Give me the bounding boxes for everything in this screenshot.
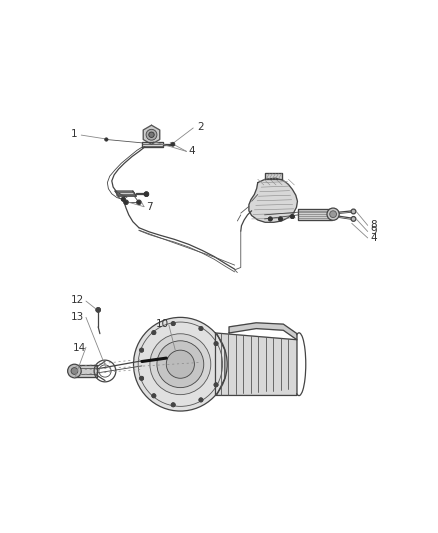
Circle shape	[137, 200, 141, 204]
Circle shape	[105, 138, 108, 141]
Circle shape	[351, 216, 356, 221]
Circle shape	[214, 342, 218, 345]
Circle shape	[166, 350, 194, 378]
Polygon shape	[229, 323, 297, 340]
Text: 10: 10	[156, 319, 169, 329]
Circle shape	[121, 197, 125, 201]
Text: 2: 2	[198, 122, 204, 132]
Circle shape	[199, 327, 203, 330]
Circle shape	[150, 334, 211, 394]
Circle shape	[290, 214, 294, 219]
Circle shape	[149, 132, 154, 138]
Circle shape	[71, 368, 78, 374]
Polygon shape	[217, 334, 225, 394]
Polygon shape	[143, 125, 160, 144]
Circle shape	[327, 208, 339, 220]
Text: 4: 4	[189, 146, 195, 156]
Text: 13: 13	[71, 312, 85, 322]
Circle shape	[214, 383, 218, 387]
Circle shape	[157, 341, 204, 387]
Circle shape	[351, 209, 356, 214]
Text: 9: 9	[371, 226, 377, 236]
Circle shape	[124, 200, 128, 204]
Circle shape	[146, 130, 157, 140]
Text: 4: 4	[371, 233, 377, 243]
Circle shape	[140, 348, 144, 352]
Circle shape	[171, 321, 175, 326]
Polygon shape	[215, 333, 297, 395]
Polygon shape	[142, 142, 162, 147]
Text: 7: 7	[146, 203, 153, 212]
Circle shape	[171, 403, 175, 407]
Polygon shape	[265, 173, 282, 179]
Circle shape	[96, 308, 101, 312]
Polygon shape	[298, 209, 332, 220]
Circle shape	[134, 317, 227, 411]
Circle shape	[199, 398, 203, 402]
Circle shape	[330, 211, 336, 217]
Polygon shape	[249, 178, 297, 222]
Circle shape	[152, 394, 156, 398]
Circle shape	[171, 142, 175, 146]
Circle shape	[279, 217, 283, 221]
Text: 14: 14	[73, 343, 86, 353]
Polygon shape	[75, 365, 96, 377]
Text: 8: 8	[371, 220, 377, 230]
Text: 1: 1	[71, 130, 78, 140]
Circle shape	[152, 330, 156, 335]
Circle shape	[268, 217, 272, 221]
Text: 12: 12	[71, 295, 85, 305]
Polygon shape	[115, 191, 136, 196]
Circle shape	[144, 192, 149, 197]
Circle shape	[67, 364, 81, 378]
Circle shape	[140, 376, 144, 381]
